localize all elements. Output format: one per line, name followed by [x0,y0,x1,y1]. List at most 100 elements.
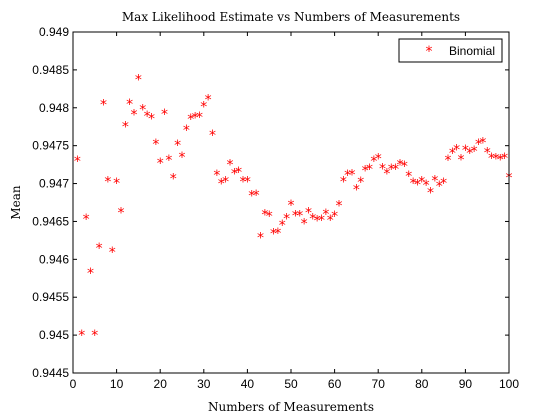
plot-frame [72,31,510,374]
data-point: * [449,146,456,162]
data-point: * [484,145,491,161]
legend-box [398,38,503,63]
data-point: * [309,211,316,227]
x-tick-label: 70 [372,377,386,391]
y-tick-label: 0.9485 [32,63,69,77]
data-point: * [349,167,356,183]
legend-label-binomial: Binomial [449,44,495,58]
x-tick-label: 0 [70,377,77,391]
data-point: * [366,162,373,178]
data-point: * [479,136,486,152]
data-point: * [183,123,190,139]
data-point: * [296,208,303,224]
x-axis-ticks: 0 10 20 30 40 50 60 70 80 90 100 [70,32,519,391]
data-point: * [340,174,347,190]
data-point: * [231,167,238,183]
x-tick-label: 90 [459,377,473,391]
data-point: * [414,177,421,193]
y-tick-label: 0.9445 [32,366,69,380]
data-point: * [209,128,216,144]
y-tick-label: 0.9455 [32,290,69,304]
data-point: * [100,98,107,114]
data-point: * [244,174,251,190]
y-tick-label: 0.949 [39,25,69,39]
data-point: * [444,153,451,169]
x-tick-label: 40 [241,377,255,391]
data-point: * [248,189,255,205]
data-point: * [458,152,465,168]
data-point: * [331,209,338,225]
data-point: * [113,176,120,192]
data-point: * [462,143,469,159]
data-point: * [135,73,142,89]
data-point: * [165,153,172,169]
data-point: * [501,151,508,167]
data-point: * [401,159,408,175]
data-point: * [157,156,164,172]
data-point: * [200,99,207,115]
y-tick-label: 0.947 [39,177,69,191]
data-point: * [283,211,290,227]
data-point: * [375,152,382,168]
y-axis-label: Mean [9,185,23,220]
data-point: * [187,112,194,128]
data-point: * [453,142,460,158]
data-point: * [318,213,325,229]
data-point: * [410,176,417,192]
data-point: * [314,214,321,230]
data-point: * [196,110,203,126]
data-points: ****************************************… [74,73,513,344]
data-point: * [383,167,390,183]
data-point: * [78,328,85,344]
data-point: * [436,179,443,195]
data-point: * [497,152,504,168]
data-point: * [152,137,159,153]
x-tick-label: 30 [197,377,211,391]
y-tick-label: 0.9475 [32,139,69,153]
data-point: * [427,186,434,202]
y-tick-label: 0.945 [39,328,69,342]
data-point: * [109,245,116,261]
x-tick-label: 60 [328,377,342,391]
data-point: * [292,208,299,224]
data-point: * [431,174,438,190]
data-point: * [148,111,155,127]
y-tick-label: 0.948 [39,101,69,115]
y-axis-ticks: 0.9445 0.945 0.9455 0.946 0.9465 0.947 0.9475 0… [32,25,509,380]
data-point: * [218,177,225,193]
data-point: * [266,209,273,225]
data-point: * [274,226,281,242]
data-point: * [488,151,495,167]
data-point: * [205,92,212,108]
data-point: * [174,138,181,154]
data-point: * [222,174,229,190]
data-point: * [370,154,377,170]
data-point: * [179,150,186,166]
data-point: * [397,158,404,174]
data-point: * [131,108,138,124]
data-point: * [335,199,342,215]
data-point: * [471,144,478,160]
data-point: * [213,168,220,184]
y-tick-label: 0.9465 [32,214,69,228]
x-tick-label: 20 [154,377,168,391]
data-point: * [83,212,90,228]
legend-marker-star-icon: * [426,44,433,60]
x-tick-label: 80 [415,377,429,391]
data-point: * [144,109,151,125]
x-axis-label: Numbers of Measurements [208,400,374,414]
data-point: * [96,241,103,257]
data-point: * [288,198,295,214]
data-point: * [240,174,247,190]
data-point: * [357,175,364,191]
data-point: * [423,178,430,194]
data-point: * [440,176,447,192]
chart-title: Max Likelihood Estimate vs Numbers of Me… [122,10,460,24]
data-point: * [327,213,334,229]
data-point: * [270,227,277,243]
data-point: * [353,183,360,199]
data-point: * [91,328,98,344]
legend: * Binomial [398,38,503,63]
